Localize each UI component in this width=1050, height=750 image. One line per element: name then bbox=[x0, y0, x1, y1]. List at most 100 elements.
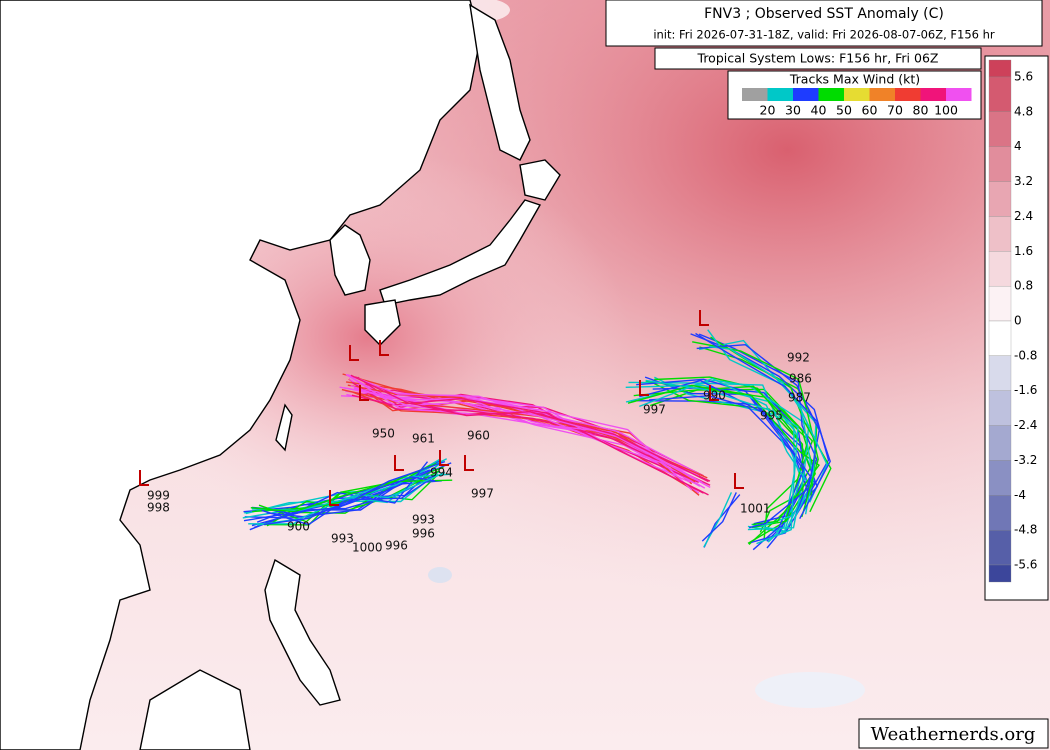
wind-label: 70 bbox=[887, 103, 903, 118]
track bbox=[645, 379, 799, 545]
low-marker bbox=[394, 455, 404, 471]
korea bbox=[329, 224, 371, 296]
colorbar-cell bbox=[988, 146, 1012, 182]
track bbox=[250, 462, 437, 513]
colorbar-label: -4.8 bbox=[1014, 523, 1037, 537]
pressure-label: 990 bbox=[703, 389, 726, 403]
colorbar-label: 0 bbox=[1014, 314, 1022, 328]
wind-swatch bbox=[767, 88, 793, 101]
subtitle: init: Fri 2026-07-31-18Z, valid: Fri 202… bbox=[653, 28, 995, 42]
land bbox=[0, 0, 561, 750]
colorbar-cell bbox=[988, 564, 1012, 583]
colorbar-label: 2.4 bbox=[1014, 209, 1033, 223]
pressure-label: 960 bbox=[467, 429, 490, 443]
wind-label: 50 bbox=[836, 103, 852, 118]
honshu bbox=[379, 199, 542, 306]
colorbar-cell bbox=[988, 320, 1012, 357]
wind-swatch bbox=[793, 88, 819, 101]
track bbox=[701, 492, 737, 542]
wind-title: Tracks Max Wind (kt) bbox=[789, 72, 920, 87]
colorbar-label: 4.8 bbox=[1014, 104, 1033, 118]
wind-label: 20 bbox=[760, 103, 776, 118]
colorbar-label: -0.8 bbox=[1014, 348, 1037, 362]
track bbox=[639, 379, 816, 529]
wind-label: 80 bbox=[913, 103, 929, 118]
track bbox=[703, 492, 733, 548]
colorbar-cell bbox=[988, 251, 1012, 287]
pressure-label: 998 bbox=[147, 501, 170, 515]
colorbar: 5.6 4.8 4 3.2 2.4 1.6 0.8 0 -0.8 -1.6 -2.4 -3.2 -4 -4… bbox=[984, 55, 1049, 601]
wind-swatch bbox=[895, 88, 921, 101]
watermark: Weathernerds.org bbox=[871, 724, 1036, 745]
track bbox=[351, 394, 709, 496]
track bbox=[696, 343, 820, 504]
wind-legend: 20 30 40 50 60 70 80 100 bbox=[742, 88, 972, 118]
pressure-label: 1000 bbox=[352, 541, 383, 555]
tracks bbox=[139, 310, 832, 551]
wind-label: 40 bbox=[811, 103, 827, 118]
borneo bbox=[139, 669, 251, 750]
hokkaido bbox=[519, 159, 561, 201]
track bbox=[350, 374, 709, 483]
kyushu bbox=[364, 299, 401, 346]
colorbar-cell bbox=[988, 529, 1012, 566]
track bbox=[263, 474, 437, 526]
pressure-label: 997 bbox=[643, 403, 666, 417]
taiwan bbox=[275, 403, 293, 452]
wind-swatch bbox=[844, 88, 870, 101]
colorbar-cell bbox=[988, 76, 1012, 113]
track bbox=[708, 345, 828, 503]
pressure-label: 900 bbox=[287, 520, 310, 534]
pressure-label: 999 bbox=[147, 489, 170, 503]
track bbox=[654, 376, 804, 533]
colorbar-label: -1.6 bbox=[1014, 383, 1037, 397]
pressure-label: 986 bbox=[789, 372, 812, 386]
pressure-label: 1001 bbox=[740, 502, 771, 516]
philippines bbox=[264, 558, 341, 706]
pressure-label: 994 bbox=[430, 466, 453, 480]
pressure-label: 996 bbox=[385, 539, 408, 553]
track bbox=[350, 384, 711, 489]
low-marker bbox=[464, 455, 474, 471]
wind-swatch bbox=[946, 88, 972, 101]
track bbox=[636, 378, 805, 551]
colorbar-label: 5.6 bbox=[1014, 70, 1033, 84]
lows-box bbox=[654, 47, 982, 70]
low-marker bbox=[359, 385, 369, 401]
low-marker bbox=[329, 490, 339, 506]
lows-title: Tropical System Lows: F156 hr, Fri 06Z bbox=[697, 51, 939, 66]
sst-patch bbox=[755, 672, 865, 708]
pressure-label: 987 bbox=[788, 391, 811, 405]
colorbar-cell bbox=[988, 495, 1012, 531]
wind-swatch bbox=[869, 88, 895, 101]
colorbar-cell bbox=[988, 216, 1012, 252]
pressure-label: 961 bbox=[412, 432, 435, 446]
track bbox=[625, 384, 795, 543]
pressure-label: 992 bbox=[787, 351, 810, 365]
low-marker bbox=[699, 310, 709, 326]
colorbar-cell bbox=[988, 59, 1012, 78]
pressure-labels: 997 990 995 987 992 986 1001 997 994 950… bbox=[147, 351, 812, 555]
asia bbox=[0, 0, 481, 750]
track bbox=[695, 332, 831, 520]
colorbar-cell bbox=[988, 425, 1012, 461]
colorbar-cell bbox=[988, 111, 1012, 147]
wind-label: 30 bbox=[785, 103, 801, 118]
header-box bbox=[605, 0, 1043, 47]
colorbar-label: -2.4 bbox=[1014, 418, 1037, 432]
colorbar-cell bbox=[988, 285, 1012, 322]
colorbar-label: 1.6 bbox=[1014, 244, 1033, 258]
track bbox=[339, 386, 706, 489]
track bbox=[343, 387, 693, 491]
colorbar-label: -3.2 bbox=[1014, 453, 1037, 467]
watermark-box bbox=[858, 718, 1049, 749]
colorbar-label: -5.6 bbox=[1014, 558, 1037, 572]
pressure-label: 993 bbox=[331, 532, 354, 546]
low-marker bbox=[709, 385, 719, 401]
low-marker bbox=[639, 380, 649, 396]
title: FNV3 ; Observed SST Anomaly (C) bbox=[704, 6, 944, 22]
track bbox=[243, 460, 446, 522]
wind-label: 60 bbox=[862, 103, 878, 118]
track bbox=[627, 384, 820, 526]
